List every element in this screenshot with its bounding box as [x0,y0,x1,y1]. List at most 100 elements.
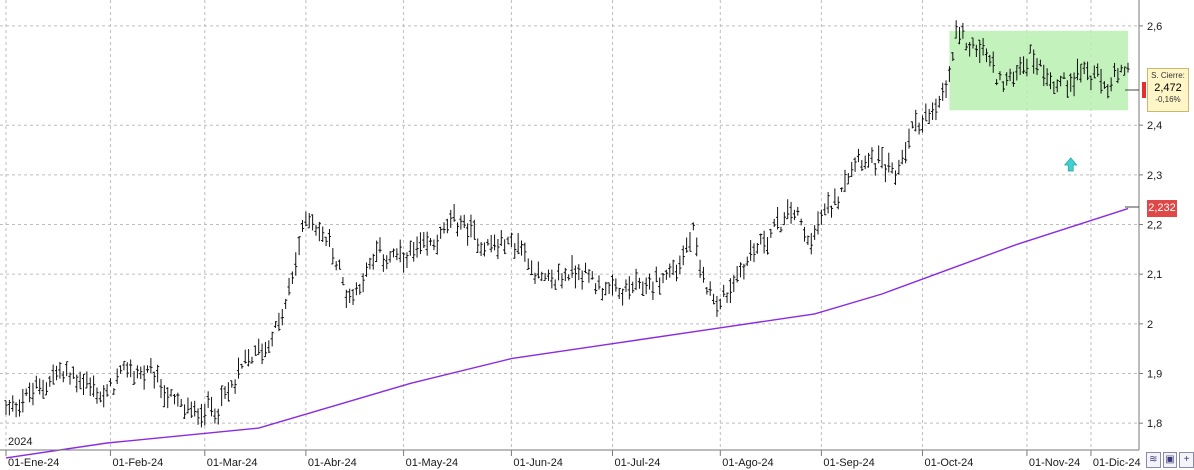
x-tick-label: 01-Feb-24 [112,457,163,469]
price-bar [149,358,153,374]
price-bar [519,240,524,256]
price-bar [209,396,214,417]
price-bar [364,262,369,277]
price-bar [75,374,79,393]
y-tick-label: 2,3 [1147,170,1162,182]
price-bar [533,272,537,284]
price-bar [671,259,675,275]
price-bar [492,234,497,251]
price-bar [189,401,193,418]
price-bar [375,240,379,263]
save-icon[interactable]: ▣ [1162,452,1178,468]
year-label: 2024 [8,436,33,448]
price-bar [405,252,409,269]
price-bar [1048,72,1053,90]
price-bar [486,238,490,246]
zoom-icon[interactable]: ≋ [1146,452,1161,468]
price-bar [152,371,156,389]
price-bar [799,218,803,226]
price-bar [890,162,894,174]
price-bar [351,288,355,305]
price-bar [371,253,375,270]
price-bar [681,245,685,266]
price-bar [556,263,561,281]
price-bar [401,252,406,273]
price-bar [442,222,446,234]
price-bar [897,159,901,175]
price-bar [476,238,480,253]
price-bar [981,37,985,56]
price-bar [428,237,433,246]
price-bar [1015,65,1019,81]
x-tick-label: 01-Abr-24 [308,457,357,469]
price-bar [644,277,648,295]
price-bar [135,365,140,379]
price-bar [425,231,429,256]
price-bar [108,378,113,387]
price-bar [974,44,978,58]
price-bar [668,263,672,278]
price-bar [1005,72,1009,86]
price-bar [678,255,682,275]
price-bar [826,192,830,214]
price-bar [1082,61,1086,75]
price-bar [772,218,776,228]
price-bar [698,259,702,278]
price-bar [499,230,503,247]
price-bar [920,115,925,133]
expand-icon[interactable]: + [1179,452,1194,468]
x-axis-ticks: 01-Ene-24 01-Feb-24 01-Mar-24 01-Abr-24 01-M… [5,450,1141,469]
price-bar [951,51,955,62]
price-bar [823,203,827,216]
price-bar [17,399,22,417]
price-bar [840,187,844,193]
up-arrow-icon[interactable] [1063,157,1078,172]
highlight-zone [949,30,1128,111]
price-bar [186,397,190,414]
price-bar [752,243,756,263]
price-bar [984,48,989,63]
price-bar [536,261,540,279]
y-tick-label: 2,4 [1147,120,1162,132]
price-bar [61,371,65,383]
price-bar [685,237,689,253]
price-bar [1123,66,1127,76]
price-bar [866,152,871,168]
price-bar [297,236,301,256]
price-bar [782,212,786,226]
y-axis-ticks: 1,8 1,9 2 2,1 2,2 2,3 2,4 2,6 [1139,21,1162,430]
price-bar [48,375,52,387]
price-bar [317,221,321,242]
price-bar [1069,73,1073,92]
price-bar [725,292,729,303]
x-tick-label: 01-Ene-24 [8,457,59,469]
price-bar [553,279,557,290]
price-bar [378,237,382,253]
price-bar [412,241,416,262]
price-bar [1119,64,1123,73]
price-bar [58,361,62,379]
price-bar [1089,75,1093,91]
price-bar [883,164,888,183]
price-bar [893,170,898,185]
x-tick-label: 01-Jul-24 [614,457,660,469]
price-bar [978,39,982,63]
price-bar [735,265,739,283]
price-bar [880,147,884,169]
price-bar [169,389,173,397]
x-tick-label: 01-Mar-24 [207,457,258,469]
price-bar [287,277,291,296]
price-bar [722,284,726,298]
price-bar [257,338,261,355]
price-bar [455,222,460,237]
price-bar [482,242,487,257]
price-bar [779,226,783,233]
price-bar [567,274,571,281]
price-bar [327,229,332,247]
price-bar [546,269,551,281]
price-bar [705,286,709,295]
price-bar [607,282,611,295]
price-bar [580,270,584,290]
price-bar [300,220,305,232]
